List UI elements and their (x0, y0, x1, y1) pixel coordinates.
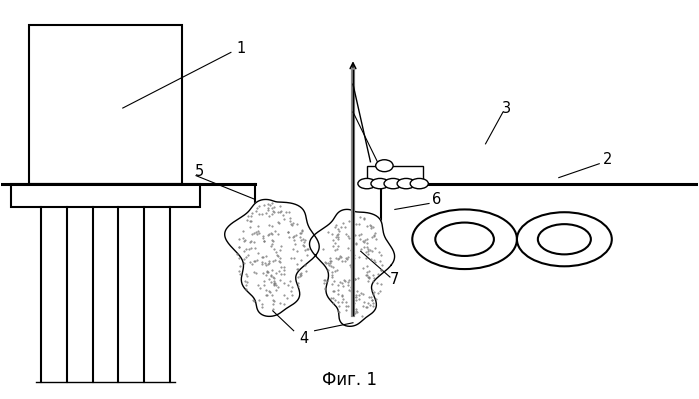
Text: 3: 3 (502, 101, 511, 116)
Ellipse shape (375, 160, 393, 172)
Text: 7: 7 (390, 272, 400, 286)
Circle shape (435, 223, 494, 256)
Text: 4: 4 (300, 331, 309, 346)
Circle shape (410, 178, 428, 189)
Bar (367, 166, 423, 184)
Bar (11, 184, 199, 207)
Text: 1: 1 (237, 41, 246, 56)
Text: 6: 6 (432, 192, 441, 207)
Circle shape (384, 178, 402, 189)
Text: 5: 5 (195, 164, 204, 179)
Circle shape (358, 178, 376, 189)
Bar (29, 25, 182, 184)
Circle shape (517, 212, 612, 266)
Polygon shape (310, 209, 395, 326)
Circle shape (412, 209, 517, 269)
Circle shape (371, 178, 389, 189)
Text: Фиг. 1: Фиг. 1 (322, 371, 377, 389)
Text: 2: 2 (603, 152, 612, 167)
Circle shape (397, 178, 415, 189)
Circle shape (538, 224, 591, 255)
Polygon shape (224, 200, 319, 316)
